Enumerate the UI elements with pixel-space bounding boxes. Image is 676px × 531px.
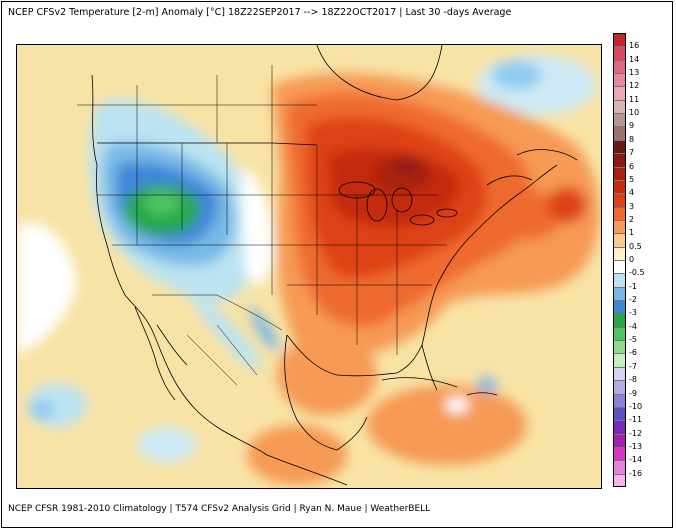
legend-swatch: [613, 139, 626, 154]
legend-tick-label: 0: [629, 255, 635, 264]
legend-swatch: [613, 166, 626, 180]
legend-tick-label: 13: [629, 68, 640, 78]
legend-tick-label: -0.5: [629, 268, 645, 278]
legend-swatch: [613, 340, 626, 354]
legend-tick-label: -10: [629, 401, 643, 411]
legend-tick-label: 3: [629, 201, 635, 211]
legend-tick-label: -4: [629, 321, 637, 331]
legend-swatch: [613, 99, 626, 114]
legend-border: [613, 33, 626, 487]
legend-tick-label: 14: [629, 54, 640, 64]
legend-tick-label: -14: [629, 455, 643, 465]
legend-swatch: [613, 246, 626, 260]
legend-tick-label: 6: [629, 161, 635, 171]
legend-tick-label: 2: [629, 214, 635, 224]
legend-tick-label: -12: [629, 428, 643, 438]
legend-tick-label: 11: [629, 94, 640, 104]
legend-tick-label: -6: [629, 348, 637, 358]
legend-swatch: [613, 473, 626, 487]
legend-tick-label: 1: [629, 228, 635, 238]
anomaly-map-graphic: [17, 45, 601, 488]
legend-swatch: [613, 420, 626, 434]
legend-tick-label: -1: [629, 281, 637, 291]
legend-tick-label: -11: [629, 415, 643, 425]
legend-swatch: [613, 86, 626, 100]
legend-swatch: [613, 233, 626, 247]
legend-tick-label: 4: [629, 188, 635, 198]
legend-tick-label: 5: [629, 174, 635, 184]
legend-swatch: [613, 300, 626, 314]
legend-swatch: [613, 406, 626, 421]
legend-tick-label: -5: [629, 335, 637, 345]
legend-swatch: [613, 73, 626, 87]
legend-swatch: [613, 393, 626, 407]
legend-swatch: [613, 219, 626, 234]
legend-tick-label: 9: [629, 121, 635, 131]
legend-tick-label: 7: [629, 148, 635, 158]
legend-swatch: [613, 460, 626, 474]
state-borders: [77, 65, 447, 386]
legend-swatch: [613, 59, 626, 74]
legend-tick-label: -3: [629, 308, 637, 318]
legend-swatch: [613, 193, 626, 207]
legend-swatch: [613, 260, 626, 274]
legend-tick-label: -9: [629, 388, 637, 398]
legend-tick-label: 0.5: [629, 241, 642, 251]
coastlines: [91, 45, 578, 486]
legend-tick-label: -8: [629, 375, 637, 385]
legend-swatch: [613, 113, 626, 127]
legend-swatch: [613, 153, 626, 167]
legend-swatch: [613, 286, 626, 301]
legend-swatch: [613, 126, 626, 140]
legend-swatch: [613, 273, 626, 287]
color-legend: 16 14 13 12 11 10 9 8 7 6 5 4 3 2 1 0.5 0 -0.5 -1 -2 -3 -4 -5 -…: [613, 33, 663, 487]
legend-swatch: [613, 313, 626, 327]
legend-swatch: [613, 179, 626, 194]
legend-tick-label: 16: [629, 41, 640, 51]
anomaly-map: [16, 44, 602, 489]
legend-swatch: [613, 433, 626, 447]
legend-swatch: [613, 326, 626, 341]
legend-tick-label: 8: [629, 134, 635, 144]
legend-swatch: [613, 380, 626, 394]
legend-tick-label: 12: [629, 81, 640, 91]
legend-swatch: [613, 366, 626, 381]
legend-swatch: [613, 46, 626, 60]
legend-tick-label: -13: [629, 441, 643, 451]
credit-line: NCEP CFSR 1981-2010 Climatology | T574 C…: [8, 504, 431, 514]
legend-tick-label: -16: [629, 468, 643, 478]
legend-tick-label: -7: [629, 361, 637, 371]
legend-tick-label: 10: [629, 108, 640, 118]
legend-swatch: [613, 353, 626, 367]
map-title: NCEP CFSv2 Temperature [2-m] Anomaly [°C…: [8, 7, 512, 18]
legend-swatch: [613, 446, 626, 461]
legend-swatch: [613, 206, 626, 220]
legend-tick-label: -2: [629, 295, 637, 305]
